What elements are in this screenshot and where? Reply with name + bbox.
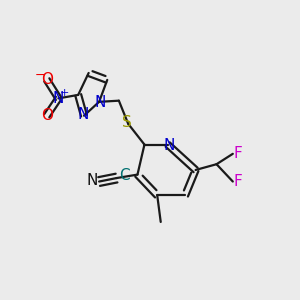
Text: S: S	[122, 115, 132, 130]
Text: N: N	[87, 173, 98, 188]
Text: N: N	[163, 138, 175, 153]
Text: C: C	[119, 168, 130, 183]
Text: F: F	[234, 174, 243, 189]
Text: O: O	[41, 72, 53, 87]
Text: −: −	[34, 69, 45, 82]
Text: F: F	[234, 146, 243, 161]
Text: +: +	[60, 88, 70, 98]
Text: N: N	[77, 107, 88, 122]
Text: N: N	[53, 91, 64, 106]
Text: O: O	[41, 108, 53, 123]
Text: N: N	[94, 95, 106, 110]
